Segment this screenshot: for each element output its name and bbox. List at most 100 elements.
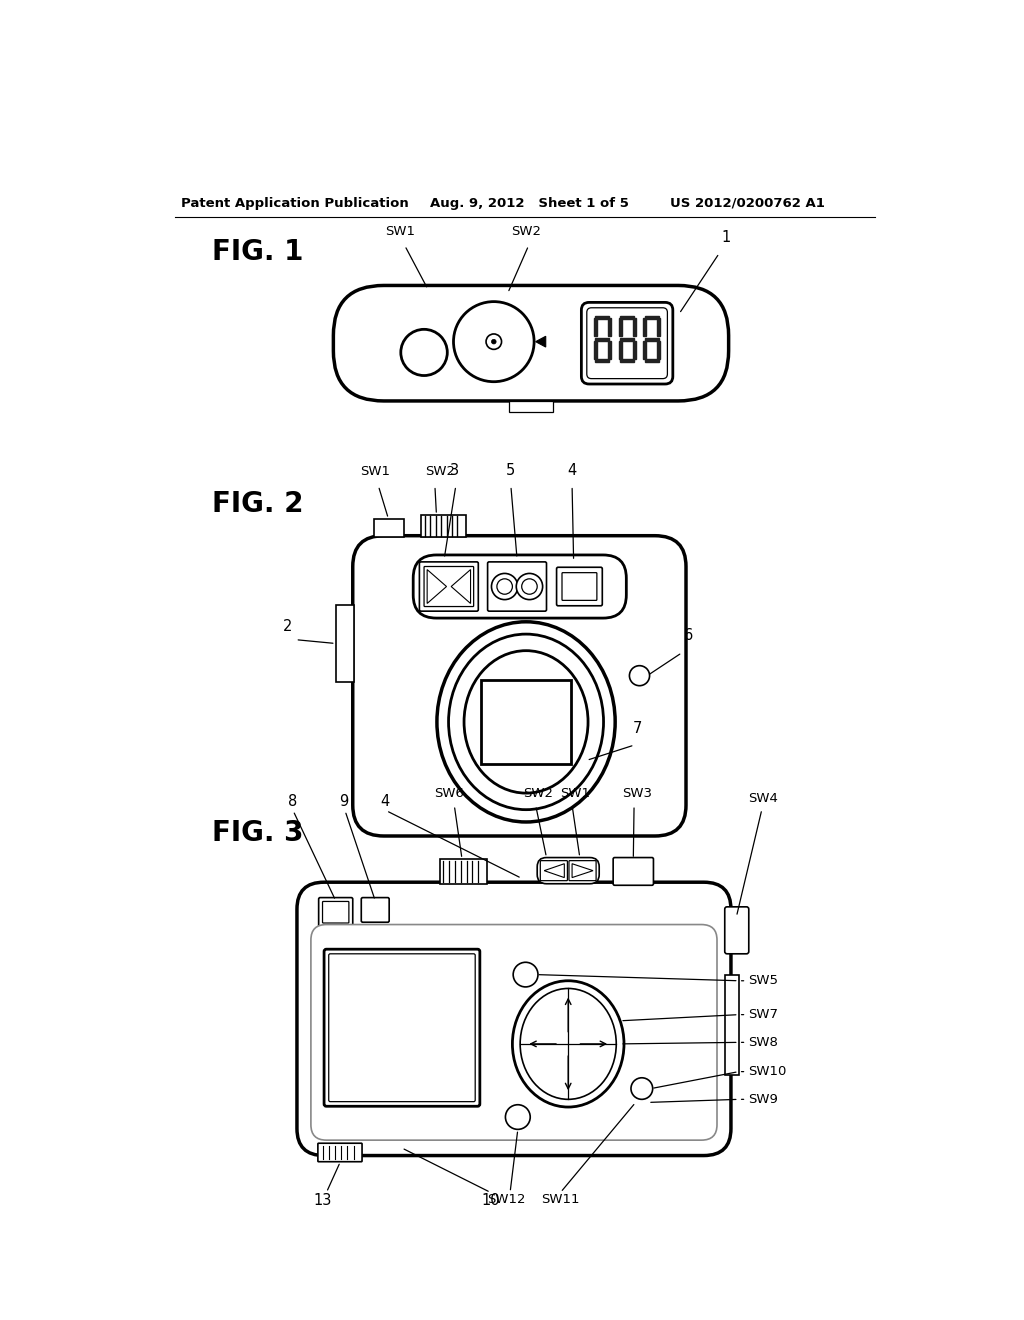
Bar: [440, 859, 486, 884]
Circle shape: [506, 1105, 530, 1130]
FancyBboxPatch shape: [562, 573, 597, 601]
Text: SW6: SW6: [434, 787, 464, 800]
Circle shape: [497, 578, 512, 594]
FancyBboxPatch shape: [297, 882, 731, 1155]
Text: 10: 10: [481, 1192, 500, 1208]
Bar: [645, 359, 658, 363]
Ellipse shape: [520, 989, 616, 1100]
Circle shape: [492, 573, 518, 599]
Polygon shape: [452, 570, 471, 603]
Ellipse shape: [464, 651, 588, 793]
Bar: [607, 318, 611, 337]
Bar: [594, 341, 597, 359]
Text: SW4: SW4: [748, 792, 778, 805]
Text: 8: 8: [288, 795, 297, 809]
Text: SW2: SW2: [425, 465, 455, 478]
Bar: [643, 318, 646, 337]
FancyBboxPatch shape: [324, 949, 480, 1106]
Text: 6: 6: [684, 628, 693, 643]
Text: SW2: SW2: [523, 787, 553, 800]
Text: SW7: SW7: [748, 1008, 778, 1022]
FancyBboxPatch shape: [582, 302, 673, 384]
FancyBboxPatch shape: [557, 568, 602, 606]
Bar: [375, 519, 403, 537]
Circle shape: [521, 578, 538, 594]
Text: SW8: SW8: [748, 1036, 778, 1049]
Text: SW5: SW5: [748, 974, 778, 987]
Bar: [621, 359, 634, 363]
Bar: [336, 605, 354, 682]
Text: 9: 9: [340, 795, 349, 809]
Bar: [594, 318, 597, 337]
Bar: [633, 341, 636, 359]
FancyBboxPatch shape: [329, 954, 475, 1102]
Text: US 2012/0200762 A1: US 2012/0200762 A1: [671, 197, 825, 210]
Bar: [618, 341, 622, 359]
Ellipse shape: [449, 634, 603, 809]
Polygon shape: [536, 337, 546, 347]
Bar: [421, 515, 466, 537]
Text: 2: 2: [283, 619, 293, 635]
Bar: [618, 318, 622, 337]
Text: SW10: SW10: [748, 1065, 786, 1078]
Polygon shape: [572, 863, 593, 878]
Ellipse shape: [512, 981, 624, 1107]
Bar: [607, 341, 611, 359]
Text: SW2: SW2: [511, 224, 541, 238]
Circle shape: [486, 334, 502, 350]
FancyBboxPatch shape: [414, 554, 627, 618]
Text: SW12: SW12: [487, 1192, 525, 1205]
Text: SW9: SW9: [748, 1093, 778, 1106]
Bar: [633, 318, 636, 337]
Bar: [657, 318, 660, 337]
Bar: [643, 341, 646, 359]
FancyBboxPatch shape: [538, 858, 599, 884]
Circle shape: [324, 924, 332, 932]
Bar: [645, 338, 658, 341]
Text: Patent Application Publication: Patent Application Publication: [180, 197, 409, 210]
FancyBboxPatch shape: [420, 562, 478, 611]
Text: FIG. 3: FIG. 3: [212, 818, 303, 847]
Circle shape: [513, 962, 538, 987]
Text: 3: 3: [451, 463, 460, 478]
Bar: [621, 338, 634, 341]
FancyBboxPatch shape: [317, 1143, 362, 1162]
FancyBboxPatch shape: [424, 566, 474, 607]
Bar: [509, 401, 553, 412]
Text: FIG. 1: FIG. 1: [212, 239, 303, 267]
Text: SW3: SW3: [623, 787, 652, 800]
FancyBboxPatch shape: [541, 861, 567, 880]
Circle shape: [516, 573, 543, 599]
Text: 5: 5: [506, 463, 515, 478]
Circle shape: [338, 924, 346, 932]
Bar: [595, 317, 609, 319]
Text: 7: 7: [633, 721, 642, 735]
Text: FIG. 2: FIG. 2: [212, 490, 303, 517]
Circle shape: [454, 302, 535, 381]
Polygon shape: [544, 863, 564, 878]
Text: SW1: SW1: [560, 787, 591, 800]
FancyBboxPatch shape: [487, 562, 547, 611]
Text: 13: 13: [313, 1192, 332, 1208]
Text: SW1: SW1: [360, 465, 390, 478]
Bar: [595, 359, 609, 363]
Text: 4: 4: [381, 795, 390, 809]
Bar: [595, 338, 609, 341]
Text: Aug. 9, 2012   Sheet 1 of 5: Aug. 9, 2012 Sheet 1 of 5: [430, 197, 629, 210]
Text: SW11: SW11: [542, 1192, 580, 1205]
Bar: [481, 680, 571, 764]
FancyBboxPatch shape: [334, 285, 729, 401]
Text: 1: 1: [722, 231, 731, 246]
Ellipse shape: [437, 622, 615, 822]
Polygon shape: [427, 570, 446, 603]
FancyBboxPatch shape: [323, 902, 349, 923]
Bar: [657, 341, 660, 359]
Text: 4: 4: [567, 463, 577, 478]
Bar: [725, 974, 738, 1074]
FancyBboxPatch shape: [725, 907, 749, 954]
FancyBboxPatch shape: [613, 858, 653, 886]
Circle shape: [631, 1077, 652, 1100]
FancyBboxPatch shape: [569, 861, 596, 880]
FancyBboxPatch shape: [587, 308, 668, 379]
Circle shape: [630, 665, 649, 685]
